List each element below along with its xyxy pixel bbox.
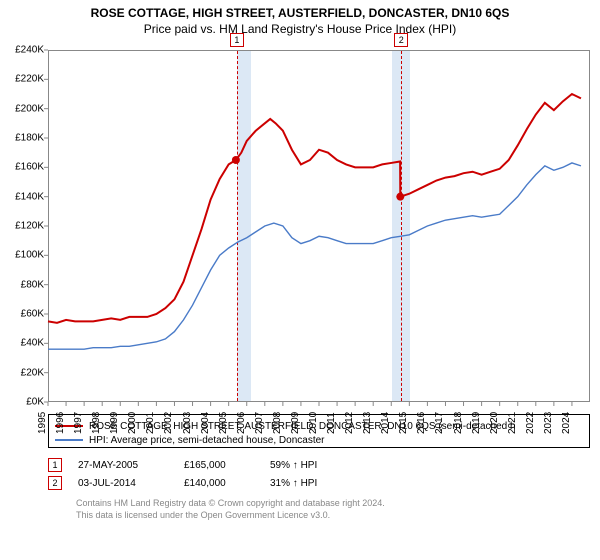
y-tick-label: £40K	[0, 338, 44, 349]
x-tick-label: 2005	[218, 412, 229, 434]
legend-swatch	[55, 439, 83, 441]
txn-price: £165,000	[184, 460, 254, 471]
x-tick-label: 2023	[543, 412, 554, 434]
y-tick-label: £0K	[0, 397, 44, 408]
x-tick-label: 2013	[362, 412, 373, 434]
series-marker	[232, 156, 240, 164]
txn-pct: 59% ↑ HPI	[270, 460, 340, 471]
y-tick-label: £120K	[0, 221, 44, 232]
x-tick-label: 2014	[380, 412, 391, 434]
x-tick-label: 2017	[434, 412, 445, 434]
txn-row: 2 03-JUL-2014 £140,000 31% ↑ HPI	[48, 474, 340, 492]
txn-date: 27-MAY-2005	[78, 460, 168, 471]
series-hpi	[48, 163, 581, 349]
y-tick-label: £20K	[0, 367, 44, 378]
x-tick-label: 2021	[507, 412, 518, 434]
series-price_paid	[48, 94, 581, 323]
y-tick-label: £60K	[0, 309, 44, 320]
txn-badge: 1	[48, 458, 62, 472]
x-tick-label: 2009	[290, 412, 301, 434]
x-tick-label: 1999	[109, 412, 120, 434]
x-tick-label: 2007	[254, 412, 265, 434]
x-tick-label: 2020	[489, 412, 500, 434]
y-tick-label: £160K	[0, 162, 44, 173]
footer-attribution: Contains HM Land Registry data © Crown c…	[76, 498, 385, 521]
series-marker	[396, 193, 404, 201]
txn-date: 03-JUL-2014	[78, 478, 168, 489]
x-tick-label: 2003	[181, 412, 192, 434]
y-tick-label: £220K	[0, 74, 44, 85]
x-tick-label: 2015	[398, 412, 409, 434]
x-tick-label: 2016	[416, 412, 427, 434]
x-tick-label: 2012	[344, 412, 355, 434]
x-tick-label: 2002	[163, 412, 174, 434]
x-tick-label: 2010	[308, 412, 319, 434]
x-tick-label: 2006	[236, 412, 247, 434]
x-tick-label: 2000	[127, 412, 138, 434]
legend-item: HPI: Average price, semi-detached house,…	[55, 433, 583, 447]
x-tick-label: 2018	[452, 412, 463, 434]
x-tick-label: 1998	[91, 412, 102, 434]
txn-price: £140,000	[184, 478, 254, 489]
txn-pct: 31% ↑ HPI	[270, 478, 340, 489]
legend-label: HPI: Average price, semi-detached house,…	[89, 435, 325, 446]
y-tick-label: £180K	[0, 133, 44, 144]
y-tick-label: £100K	[0, 250, 44, 261]
y-tick-label: £80K	[0, 279, 44, 290]
x-tick-label: 2019	[470, 412, 481, 434]
transactions-table: 1 27-MAY-2005 £165,000 59% ↑ HPI 2 03-JUL-201…	[48, 456, 340, 492]
y-tick-label: £200K	[0, 103, 44, 114]
x-tick-label: 2024	[561, 412, 572, 434]
footer-line-1: Contains HM Land Registry data © Crown c…	[76, 498, 385, 510]
x-tick-label: 1995	[37, 412, 48, 434]
x-tick-label: 2008	[272, 412, 283, 434]
y-tick-label: £240K	[0, 45, 44, 56]
x-tick-label: 2004	[199, 412, 210, 434]
footer-line-2: This data is licensed under the Open Gov…	[76, 510, 385, 522]
x-tick-label: 2022	[525, 412, 536, 434]
x-tick-label: 2011	[326, 412, 337, 434]
y-tick-label: £140K	[0, 191, 44, 202]
x-tick-label: 1996	[55, 412, 66, 434]
x-tick-label: 2001	[145, 412, 156, 434]
txn-row: 1 27-MAY-2005 £165,000 59% ↑ HPI	[48, 456, 340, 474]
x-tick-label: 1997	[73, 412, 84, 434]
txn-badge: 2	[48, 476, 62, 490]
